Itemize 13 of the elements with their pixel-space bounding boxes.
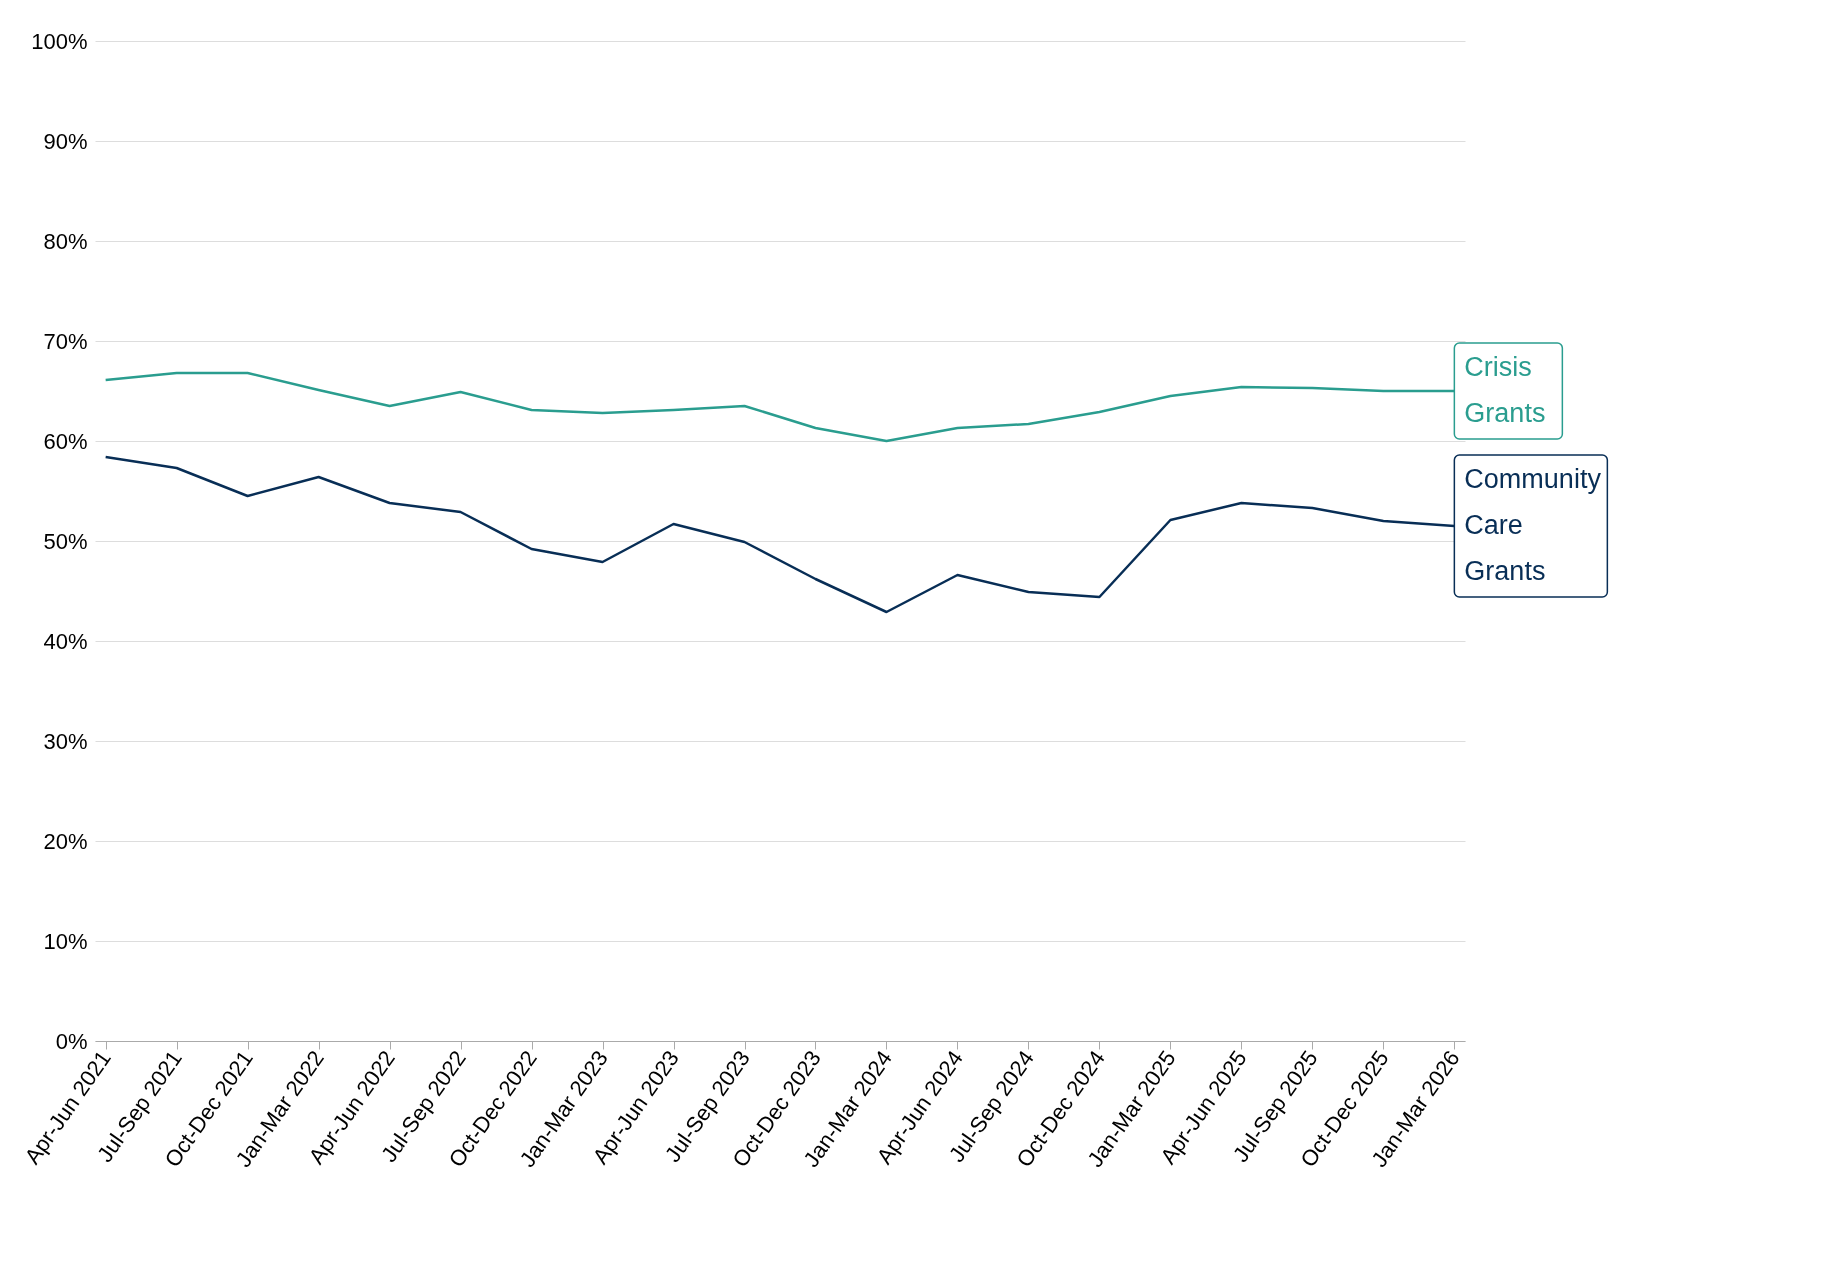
- y-tick-label: 50%: [43, 528, 88, 554]
- y-tick-label: 100%: [31, 28, 88, 54]
- series-label: Community Care Grants: [1464, 464, 1602, 586]
- y-tick-label: 20%: [43, 828, 88, 854]
- y-tick-label: 40%: [43, 628, 88, 654]
- y-tick-label: 30%: [43, 728, 88, 754]
- y-tick-label: 10%: [43, 928, 88, 954]
- y-tick-label: 70%: [43, 328, 88, 354]
- y-tick-label: 60%: [43, 428, 88, 454]
- y-tick-label: 80%: [43, 228, 88, 254]
- y-tick-label: 90%: [43, 128, 88, 154]
- y-tick-label: 0%: [55, 1028, 88, 1054]
- series-label: Crisis Grants: [1464, 352, 1546, 428]
